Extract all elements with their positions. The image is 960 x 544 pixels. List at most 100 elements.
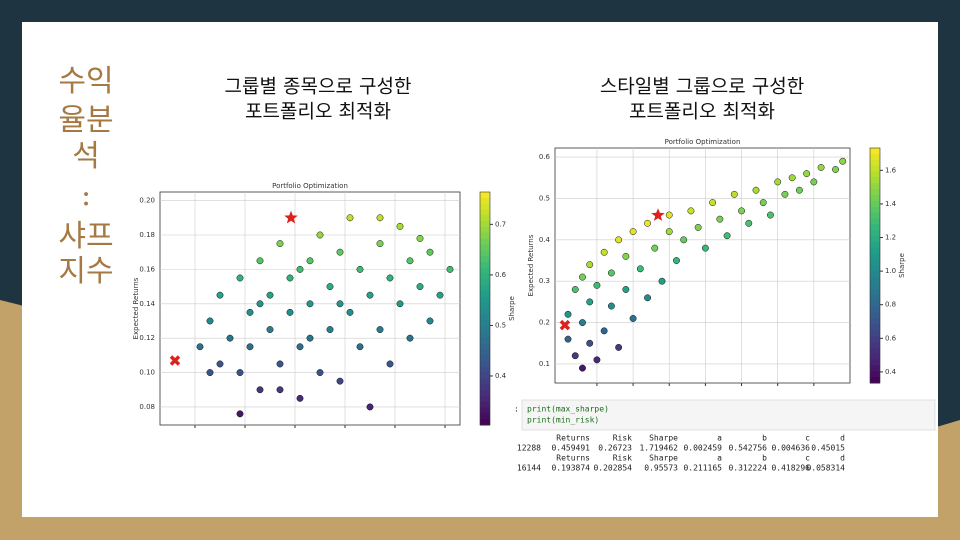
colorbar-segment: [870, 347, 880, 355]
point: [730, 190, 738, 198]
colorbar-segment: [480, 337, 490, 344]
colorbar-segment: [870, 230, 880, 237]
table-header: Sharpe: [649, 434, 678, 443]
colorbar-segment: [480, 349, 490, 356]
point: [579, 319, 586, 327]
y-tick-label: 0.12: [139, 334, 155, 342]
colorbar-segment: [480, 401, 490, 409]
point: [586, 261, 594, 269]
table-cell: 0.002459: [683, 444, 722, 453]
point: [256, 257, 264, 265]
point: [346, 308, 354, 316]
colorbar-segment: [870, 312, 880, 319]
colorbar-segment: [480, 285, 490, 292]
point: [406, 334, 414, 342]
point: [687, 207, 695, 215]
colorbar-segment: [480, 291, 490, 298]
colorbar-segment: [480, 384, 490, 391]
table-cell: 0.193874: [551, 464, 590, 473]
point: [216, 291, 224, 299]
colorbar-segment: [480, 302, 490, 309]
colorbar-segment: [480, 250, 490, 257]
colorbar-segment: [480, 221, 490, 228]
colorbar-segment: [870, 271, 880, 278]
chart-title: Portfolio Optimization: [665, 138, 741, 146]
point: [680, 236, 688, 244]
plot-area: [159, 191, 461, 426]
point: [386, 360, 394, 368]
colorbar-segment: [480, 395, 490, 403]
colorbar-segment: [480, 343, 490, 350]
point: [336, 300, 344, 308]
point: [236, 369, 244, 377]
y-axis-label: Expected Returns: [132, 277, 140, 339]
point: [286, 308, 294, 316]
colorbar-segment: [870, 189, 880, 196]
colorbar-segment: [480, 390, 490, 397]
table-header: Sharpe: [649, 454, 678, 463]
point: [216, 360, 224, 368]
colorbar-segment: [480, 256, 490, 263]
point: [306, 300, 314, 308]
colorbar-segment: [870, 177, 880, 184]
point: [256, 386, 264, 394]
table-header: c: [805, 454, 810, 463]
point: [709, 199, 717, 207]
colorbar-segment: [480, 197, 490, 205]
y-tick-label: 0.14: [139, 300, 155, 308]
point: [665, 211, 673, 219]
colorbar-segment: [870, 336, 880, 343]
colorbar-segment: [480, 273, 490, 280]
code-line: print(min_risk): [527, 416, 599, 425]
point: [622, 286, 630, 293]
colorbar-segment: [480, 209, 490, 216]
point: [701, 244, 709, 252]
point: [416, 234, 424, 242]
colorbar-tick-label: 1.2: [885, 234, 896, 242]
colorbar-segment: [870, 353, 880, 360]
colorbar-segment: [870, 195, 880, 202]
point: [658, 277, 666, 285]
colorbar-segment: [480, 331, 490, 339]
point: [629, 315, 637, 322]
point: [196, 343, 204, 351]
colorbar-tick-label: 1.6: [885, 166, 897, 174]
point: [306, 334, 314, 342]
colorbar-segment: [870, 283, 880, 290]
title-line: 샤프: [58, 219, 113, 254]
table-header: Returns: [556, 434, 590, 443]
colorbar-segment: [870, 259, 880, 266]
title-line: 석: [72, 139, 100, 174]
colorbar-segment: [870, 324, 880, 331]
point: [745, 219, 753, 227]
colorbar-label: Sharpe: [508, 296, 516, 321]
colorbar-label: Sharpe: [898, 253, 906, 278]
point: [644, 294, 651, 302]
point: [356, 343, 364, 351]
colorbar-segment: [480, 407, 490, 414]
table-header: Returns: [556, 454, 590, 463]
colorbar-tick-label: 0.4: [495, 372, 507, 380]
point: [716, 215, 724, 223]
point: [586, 298, 594, 306]
point: [306, 257, 314, 265]
colorbar-segment: [480, 279, 490, 286]
y-tick-label: 0.18: [139, 231, 155, 239]
table-cell: 0.26723: [598, 444, 632, 453]
colorbar-segment: [480, 238, 490, 245]
heading: 포트폴리오 최적화: [629, 101, 775, 123]
colorbar-frame: [869, 147, 881, 384]
colorbar-segment: [480, 413, 490, 420]
table-cell: 0.312224: [728, 464, 767, 473]
point: [236, 410, 244, 418]
code-cell: [521, 399, 936, 431]
y-tick-label: 0.08: [139, 403, 155, 411]
point: [839, 157, 847, 165]
point: [356, 265, 364, 273]
colorbar-segment: [870, 365, 880, 372]
colorbar-segment: [480, 378, 490, 385]
colorbar-segment: [480, 320, 490, 327]
colorbar-segment: [870, 183, 880, 190]
colorbar-frame: [479, 191, 491, 426]
